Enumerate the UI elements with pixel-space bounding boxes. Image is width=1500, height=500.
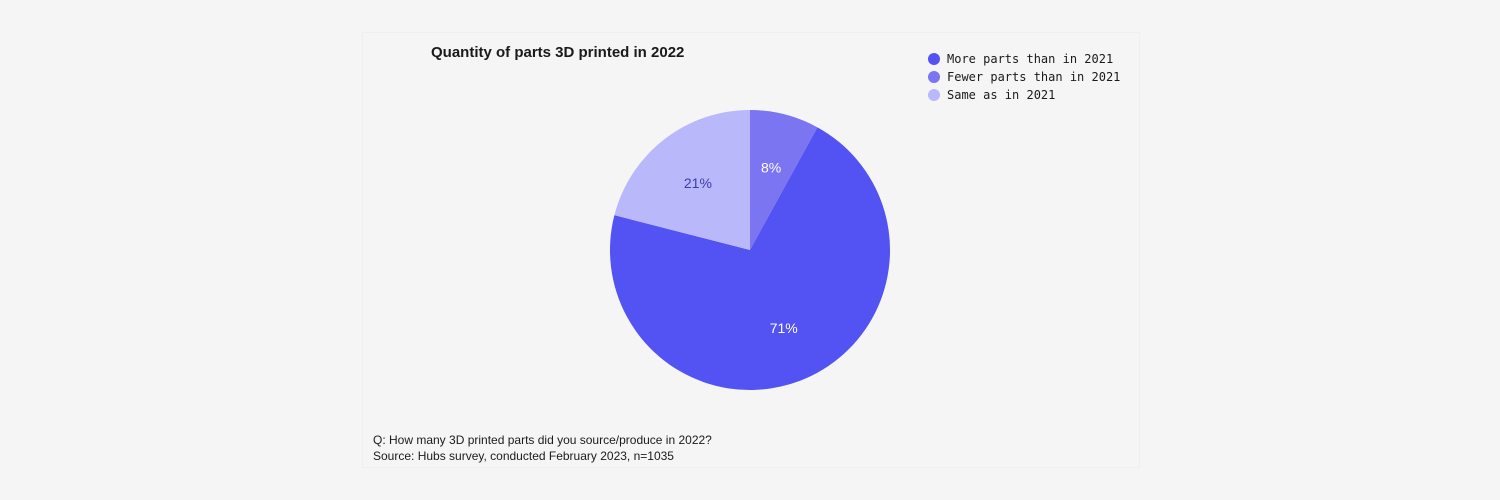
pie-slice-more-parts-than-in-2021: [610, 127, 891, 391]
legend-label-more: More parts than in 2021: [947, 51, 1114, 66]
pie-slice-label-same-as-in-2021: 21%: [684, 175, 712, 191]
footnote-question: Q: How many 3D printed parts did you sou…: [373, 433, 712, 447]
legend-label-fewer: Fewer parts than in 2021: [947, 69, 1121, 84]
pie-slice-label-fewer-parts-than-in-2021: 8%: [761, 160, 781, 176]
pie-slice-same-as-in-2021: [614, 110, 750, 250]
pie-slice-label-more-parts-than-in-2021: 71%: [770, 320, 798, 336]
legend-swatch-fewer: [928, 70, 940, 83]
legend-swatch-same: [928, 88, 940, 101]
legend-item-same: Same as in 2021: [928, 86, 1120, 103]
pie-slice-fewer-parts-than-in-2021: [750, 110, 818, 250]
legend: More parts than in 2021 Fewer parts than…: [928, 50, 1120, 104]
legend-item-more: More parts than in 2021: [928, 50, 1120, 67]
legend-swatch-more: [928, 52, 940, 65]
legend-label-same: Same as in 2021: [947, 87, 1056, 102]
chart-title: Quantity of parts 3D printed in 2022: [431, 44, 685, 61]
legend-item-fewer: Fewer parts than in 2021: [928, 68, 1120, 85]
footnote-source: Source: Hubs survey, conducted February …: [373, 449, 674, 463]
